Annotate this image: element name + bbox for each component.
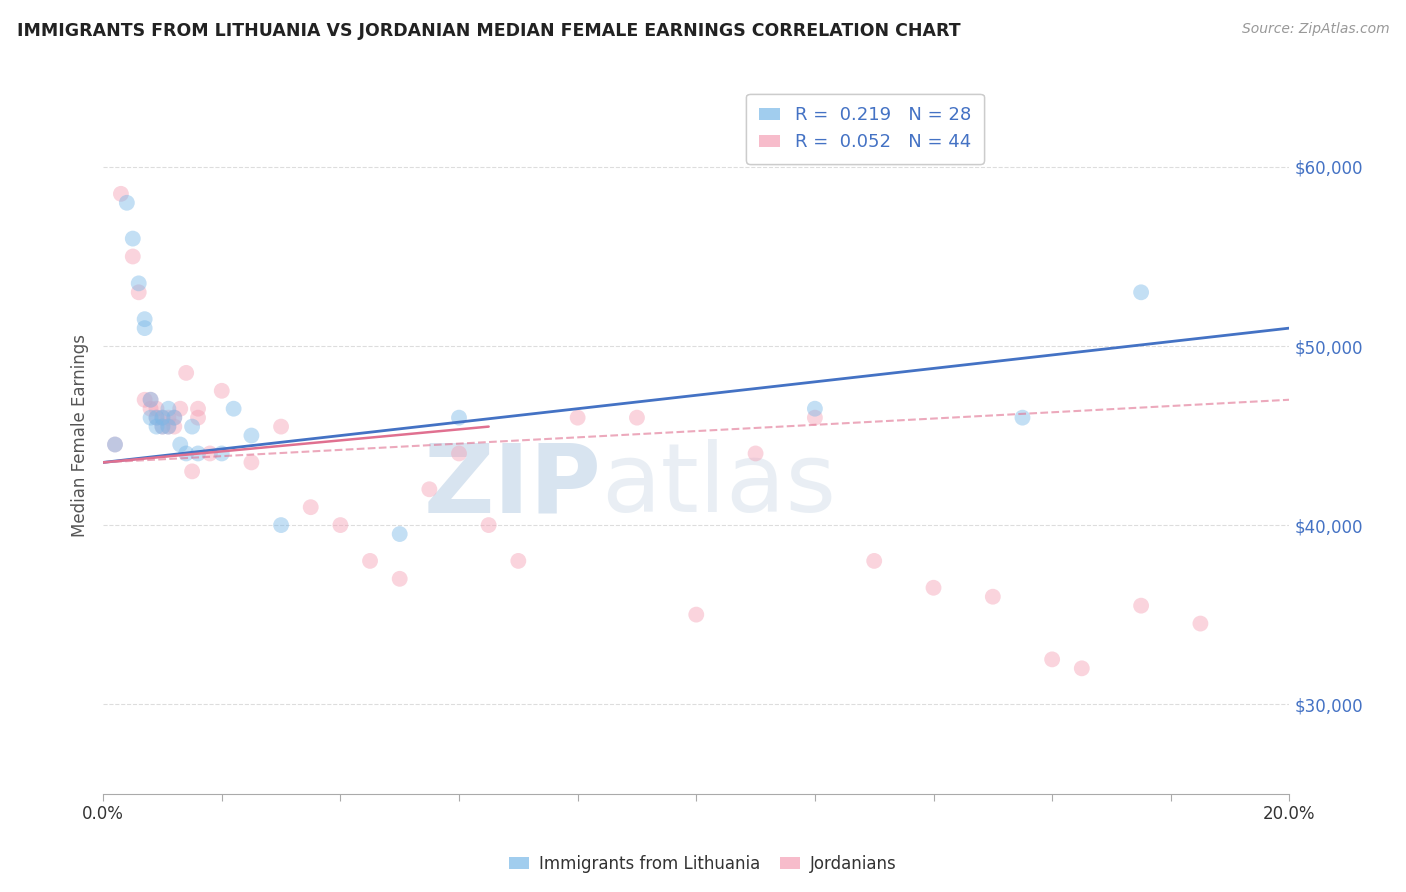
Point <box>115 195 138 210</box>
Point <box>110 186 132 201</box>
Point <box>1130 599 1153 613</box>
Point <box>139 401 162 416</box>
Point <box>157 410 180 425</box>
Point <box>198 446 221 460</box>
Point <box>157 401 180 416</box>
Point <box>922 581 945 595</box>
Point <box>174 366 197 380</box>
Point <box>145 419 167 434</box>
Point <box>163 410 186 425</box>
Point <box>508 554 530 568</box>
Point <box>128 277 150 291</box>
Point <box>104 437 127 451</box>
Point <box>222 401 245 416</box>
Point <box>187 446 209 460</box>
Point <box>174 446 197 460</box>
Point <box>359 554 381 568</box>
Point <box>139 410 162 425</box>
Point <box>121 231 143 245</box>
Point <box>329 518 352 533</box>
Point <box>145 410 167 425</box>
Point <box>744 446 766 460</box>
Point <box>145 401 167 416</box>
Point <box>163 419 186 434</box>
Text: atlas: atlas <box>602 439 837 533</box>
Point <box>388 572 411 586</box>
Point <box>1189 616 1212 631</box>
Point <box>685 607 707 622</box>
Point <box>169 401 191 416</box>
Point <box>567 410 589 425</box>
Point <box>145 410 167 425</box>
Point <box>981 590 1004 604</box>
Point <box>418 483 440 497</box>
Y-axis label: Median Female Earnings: Median Female Earnings <box>72 334 89 537</box>
Point <box>157 419 180 434</box>
Point <box>1040 652 1063 666</box>
Point <box>163 410 186 425</box>
Text: Source: ZipAtlas.com: Source: ZipAtlas.com <box>1241 22 1389 37</box>
Point <box>478 518 501 533</box>
Point <box>388 527 411 541</box>
Point <box>270 518 292 533</box>
Point <box>299 500 322 515</box>
Point <box>211 384 233 398</box>
Point <box>804 410 827 425</box>
Point <box>447 410 470 425</box>
Point <box>134 312 156 326</box>
Point <box>1130 285 1153 300</box>
Point <box>121 250 143 264</box>
Point <box>863 554 886 568</box>
Point <box>626 410 648 425</box>
Point <box>447 446 470 460</box>
Point <box>152 410 174 425</box>
Point <box>270 419 292 434</box>
Point <box>211 446 233 460</box>
Point <box>157 419 180 434</box>
Point <box>139 392 162 407</box>
Point <box>128 285 150 300</box>
Point <box>1011 410 1033 425</box>
Point <box>1070 661 1092 675</box>
Point <box>187 410 209 425</box>
Point <box>104 437 127 451</box>
Point <box>240 428 263 442</box>
Point <box>152 410 174 425</box>
Point <box>152 419 174 434</box>
Text: IMMIGRANTS FROM LITHUANIA VS JORDANIAN MEDIAN FEMALE EARNINGS CORRELATION CHART: IMMIGRANTS FROM LITHUANIA VS JORDANIAN M… <box>17 22 960 40</box>
Point <box>187 401 209 416</box>
Point <box>181 464 204 478</box>
Legend: Immigrants from Lithuania, Jordanians: Immigrants from Lithuania, Jordanians <box>502 848 904 880</box>
Point <box>169 437 191 451</box>
Legend: R =  0.219   N = 28, R =  0.052   N = 44: R = 0.219 N = 28, R = 0.052 N = 44 <box>747 94 984 164</box>
Point <box>181 419 204 434</box>
Point <box>152 419 174 434</box>
Point <box>240 455 263 469</box>
Text: ZIP: ZIP <box>423 439 602 533</box>
Point <box>134 321 156 335</box>
Point <box>139 392 162 407</box>
Point <box>134 392 156 407</box>
Point <box>804 401 827 416</box>
